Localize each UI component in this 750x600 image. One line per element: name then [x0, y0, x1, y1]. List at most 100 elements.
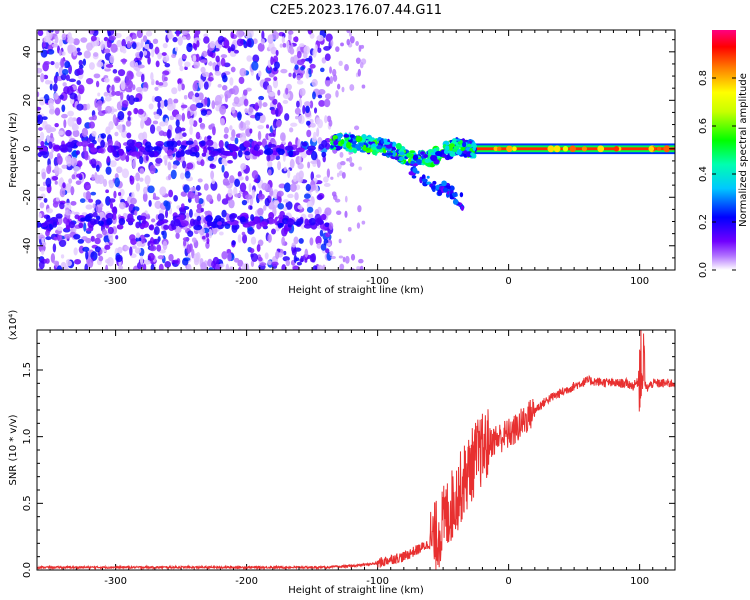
heatmap-cell [186, 263, 192, 270]
heatmap-cell [195, 95, 200, 105]
heatmap-cell [206, 194, 213, 203]
heatmap-cell [186, 42, 193, 53]
heatmap-cell [45, 236, 52, 241]
heatmap-cell [77, 84, 85, 95]
heatmap-cell [344, 195, 348, 203]
heatmap-cell [48, 151, 54, 160]
heatmap-cell [40, 73, 45, 83]
heatmap-cell [125, 36, 133, 44]
heatmap-cell [157, 52, 163, 60]
heatmap-cell [50, 253, 56, 263]
heatmap-cell [146, 213, 151, 220]
heatmap-cell [371, 149, 377, 156]
heatmap-cell [195, 53, 200, 63]
heatmap-cell [288, 32, 292, 43]
heatmap-cell [244, 108, 249, 114]
heatmap-cell [126, 132, 132, 139]
heatmap-cell [273, 76, 278, 81]
heatmap-cell [241, 263, 246, 270]
heatmap-cell [211, 150, 220, 156]
heatmap-cell [50, 132, 54, 139]
heatmap-cell [58, 130, 64, 136]
heatmap-cell [114, 131, 119, 137]
heatmap-cell [163, 99, 169, 107]
heatmap-cell [60, 254, 65, 259]
heatmap-cell [97, 92, 101, 97]
heatmap-cell [145, 30, 153, 37]
heatmap-cell [86, 42, 93, 51]
heatmap-cell [329, 250, 334, 257]
heatmap-cell [41, 116, 48, 121]
heatmap-cell [98, 220, 104, 226]
heatmap-cell [221, 251, 228, 260]
figure-title: C2E5.2023.176.07.44.G11 [270, 3, 442, 18]
heatmap-cell [189, 103, 198, 112]
heatmap-cell [37, 106, 42, 111]
heatmap-cell [208, 267, 214, 270]
heatmap-cell [88, 198, 94, 203]
heatmap-cell [251, 189, 256, 199]
heatmap-cell [152, 192, 157, 200]
heatmap-cell [207, 146, 215, 151]
heatmap-cell [53, 260, 60, 266]
heatmap-cell [296, 50, 302, 59]
heatmap-cell [101, 228, 108, 236]
heatmap-cell [358, 142, 365, 147]
heatmap-cell [170, 169, 177, 180]
heatmap-cell [423, 153, 429, 158]
heatmap-cell [203, 36, 210, 44]
heatmap-cell [100, 133, 107, 139]
heatmap-cell [294, 64, 299, 70]
heatmap-cell [129, 246, 133, 256]
heatmap-cell [179, 172, 185, 180]
heatmap-cell [229, 175, 235, 184]
heatmap-cell [272, 78, 279, 89]
heatmap-cell [267, 233, 272, 243]
heatmap-cell [54, 123, 59, 128]
snr-series-line [37, 330, 675, 570]
heatmap-cell [76, 80, 82, 86]
heatmap-cell [143, 259, 151, 265]
heatmap-cell [116, 39, 122, 48]
heatmap-cell [131, 42, 137, 50]
heatmap-cell [296, 74, 301, 81]
heatmap-cell [127, 115, 131, 122]
heatmap-cell [214, 64, 220, 73]
heatmap-cell [289, 158, 295, 169]
heatmap-cell [273, 67, 278, 72]
y-tick-label: -20 [22, 189, 33, 205]
heatmap-cell [37, 114, 44, 125]
heatmap-cell [144, 233, 150, 238]
heatmap-cell [193, 253, 200, 263]
colorbar-gradient [712, 30, 736, 270]
heatmap-cell [56, 155, 63, 165]
heatmap-cell [656, 146, 662, 151]
heatmap-cell [220, 57, 226, 67]
heatmap-cell [38, 97, 46, 106]
heatmap-cell [326, 242, 331, 247]
heatmap-cell [349, 162, 355, 167]
heatmap-cell [131, 191, 135, 200]
heatmap-cell [54, 165, 60, 176]
heatmap-cell [151, 47, 155, 58]
heatmap-cell [276, 119, 282, 128]
heatmap-cell [223, 133, 229, 139]
heatmap-cell [330, 39, 334, 47]
heatmap-cell [412, 163, 418, 167]
heatmap-cell [210, 170, 215, 180]
heatmap-cell [134, 61, 139, 72]
heatmap-cell [412, 154, 419, 161]
heatmap-cell [246, 55, 253, 62]
heatmap-cell [221, 164, 225, 173]
heatmap-cell [203, 183, 209, 191]
heatmap-cell [292, 72, 297, 79]
heatmap-cell [315, 235, 322, 245]
heatmap-cell [129, 60, 136, 68]
heatmap-cell [131, 34, 137, 40]
heatmap-cell [269, 187, 274, 198]
heatmap-cell [597, 145, 605, 153]
heatmap-cell [48, 108, 55, 115]
heatmap-cell [340, 138, 345, 145]
heatmap-cell [230, 31, 235, 39]
heatmap-cell [90, 191, 97, 196]
